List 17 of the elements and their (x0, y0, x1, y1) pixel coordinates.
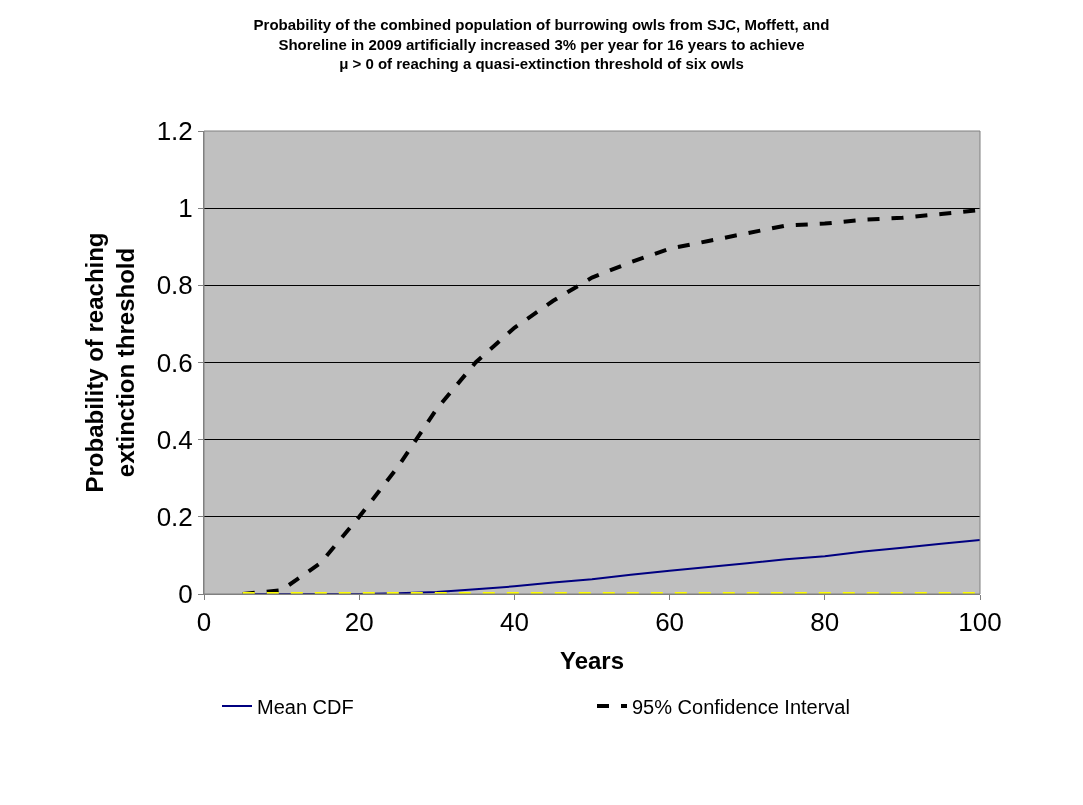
y-axis-title: Probability of reaching extinction threshold (80, 232, 139, 493)
chart-title: Probability of the combined population of burrowing owls from SJC, Moffett, and Shoreline in 2009 artificially increased 3% per year for 16 years to achieve μ > 0 of reaching a quasi-extinction threshold of six owls (253, 16, 830, 72)
x-axis-title: Years (559, 646, 625, 674)
x-tick-label: 20 (344, 607, 374, 638)
y-tick-label: 0.6 (156, 347, 193, 378)
x-tick-label: 40 (499, 607, 529, 638)
y-tick-label: 0.8 (156, 270, 193, 301)
x-tick-label: 80 (810, 607, 840, 638)
y-tick-label: 1 (178, 193, 193, 224)
y-tick-label: 0 (178, 579, 193, 610)
x-tick-label: 60 (655, 607, 685, 638)
legend-label: Mean CDF (257, 695, 354, 718)
y-tick-label: 1.2 (156, 116, 193, 147)
y-tick-label: 0.2 (156, 501, 193, 532)
y-tick-label: 0.4 (156, 424, 193, 455)
x-tick-label: 100 (958, 607, 1002, 638)
legend-label: 95% Confidence Interval (632, 695, 850, 718)
